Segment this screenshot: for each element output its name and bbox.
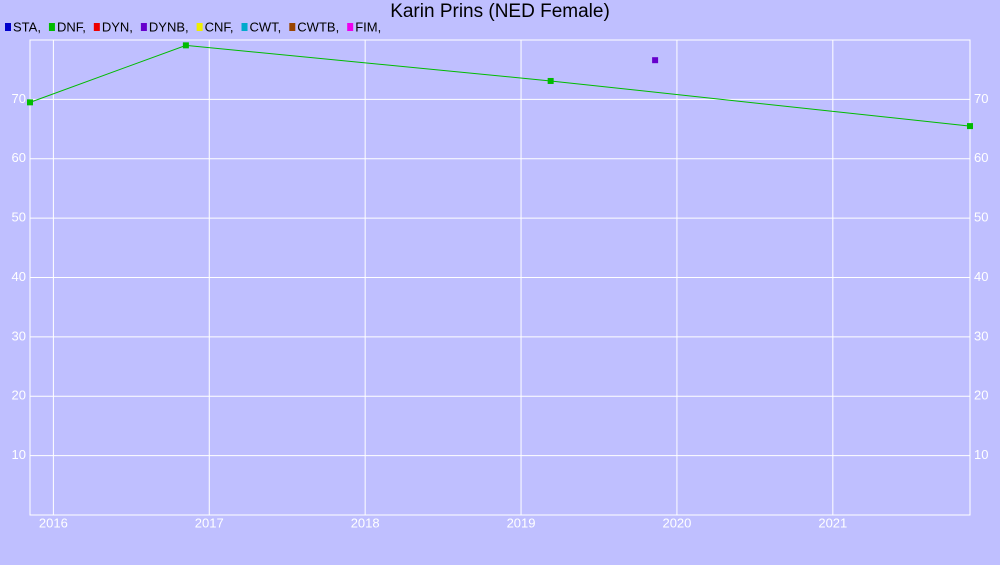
y-tick-label: 30 [12, 328, 26, 343]
legend-label: CWT, [250, 19, 282, 34]
y-tick-label: 50 [12, 210, 26, 225]
point [182, 42, 189, 49]
y-tick-label: 10 [12, 447, 26, 462]
y-tick-label-right: 20 [974, 388, 988, 403]
point [547, 77, 554, 84]
x-tick-label: 2016 [39, 515, 68, 530]
legend-swatch [289, 23, 296, 31]
y-tick-label-right: 30 [974, 328, 988, 343]
y-tick-label-right: 40 [974, 269, 988, 284]
legend-label: DYN, [102, 19, 133, 34]
x-tick-label: 2019 [507, 515, 536, 530]
legend-swatch [48, 23, 55, 31]
legend-label: CWTB, [297, 19, 339, 34]
legend-swatch [93, 23, 100, 31]
legend-label: FIM, [355, 19, 381, 34]
legend-label: CNF, [205, 19, 234, 34]
series-line [29, 44, 971, 127]
point [652, 57, 659, 64]
y-tick-label-right: 50 [974, 210, 988, 225]
y-tick-label: 40 [12, 269, 26, 284]
chart-title: Karin Prins (NED Female) [390, 1, 610, 22]
legend-swatch [140, 23, 147, 31]
legend-swatch [5, 23, 11, 31]
x-tick-label: 2017 [195, 515, 224, 530]
y-tick-label-right: 60 [974, 150, 988, 165]
legend-label: DYNB, [149, 19, 189, 34]
point [27, 99, 33, 106]
point [967, 123, 973, 130]
x-tick-label: 2020 [662, 515, 691, 530]
legend-swatch [241, 23, 248, 31]
y-tick-label-right: 10 [974, 447, 988, 462]
legend-swatch [347, 23, 354, 31]
legend-swatch [196, 23, 203, 31]
y-tick-label: 70 [12, 91, 26, 106]
y-tick-label-right: 70 [974, 91, 988, 106]
legend-label: DNF, [57, 19, 86, 34]
legend-label: STA, [13, 19, 41, 34]
y-tick-label: 60 [12, 150, 26, 165]
x-tick-label: 2021 [818, 515, 847, 530]
y-tick-label: 20 [12, 388, 26, 403]
x-tick-label: 2018 [351, 515, 380, 530]
